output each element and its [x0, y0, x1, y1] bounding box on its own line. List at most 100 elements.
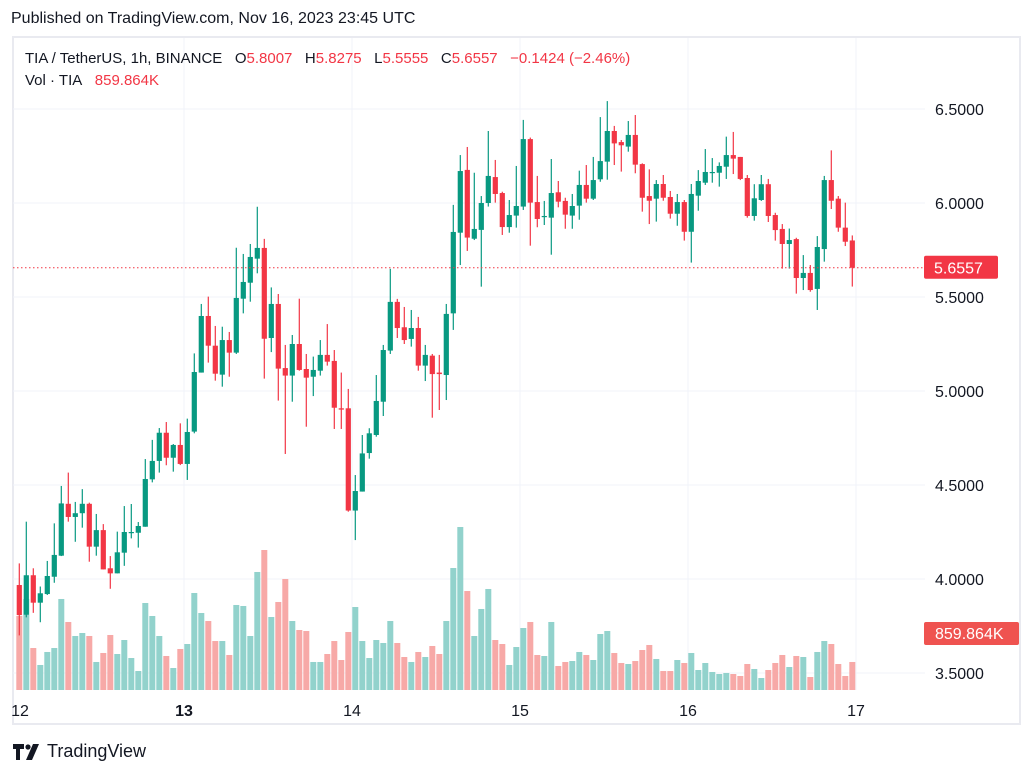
volume-bar — [184, 644, 191, 690]
volume-bar — [121, 640, 128, 690]
last-volume-label: 859.864K — [935, 626, 1004, 643]
candle-body — [177, 444, 183, 464]
candle-body — [471, 228, 477, 239]
price-axis: 6.5000 6.0000 5.5000 5.0000 4.5000 4.0000 3.50… — [935, 102, 984, 683]
volume-bar — [107, 634, 114, 690]
volume-bar — [548, 621, 555, 690]
candle-body — [156, 432, 162, 461]
candle-body — [653, 184, 659, 199]
volume-bar — [646, 644, 653, 690]
candle-body — [212, 345, 218, 374]
volume-bar — [450, 568, 457, 690]
candle-body — [744, 177, 750, 216]
time-tick-label: 14 — [343, 703, 361, 720]
volume-bar — [429, 645, 436, 690]
candle-body — [443, 313, 449, 376]
candle-body — [681, 202, 687, 232]
candle-body — [765, 184, 771, 216]
volume-bar — [317, 661, 324, 690]
candle-body — [464, 169, 470, 238]
volume-bar — [604, 631, 611, 690]
candle-body — [184, 431, 190, 464]
volume-bar — [44, 651, 51, 690]
volume-label[interactable]: Vol · TIA — [25, 72, 83, 89]
candle-body — [114, 552, 120, 574]
volume-bar — [86, 635, 93, 690]
volume-bar — [849, 661, 856, 690]
volume-bar — [289, 621, 296, 690]
volume-bar — [534, 654, 541, 690]
candle-body — [268, 303, 274, 338]
volume-bar — [65, 621, 72, 690]
candle-body — [380, 350, 386, 402]
candle-body — [345, 408, 351, 511]
candle-body — [170, 444, 176, 458]
candle-body — [520, 139, 526, 207]
volume-bar — [828, 644, 835, 690]
volume-bar — [205, 621, 212, 690]
candle-body — [233, 297, 239, 353]
candle-body — [534, 202, 540, 219]
volume-bar — [436, 654, 443, 690]
volume-bar — [191, 592, 198, 690]
candle-body — [191, 372, 197, 432]
volume-bar — [485, 588, 492, 690]
candle-body — [37, 593, 43, 603]
volume-bar — [821, 641, 828, 690]
candle-body — [296, 344, 302, 370]
candle-body — [30, 575, 36, 603]
volume-bar — [219, 641, 226, 690]
volume-bar — [156, 635, 163, 690]
candle-body — [842, 227, 848, 242]
volume-bar — [730, 674, 737, 690]
candle-body — [723, 155, 729, 167]
candle-body — [737, 156, 743, 179]
volume-bar — [457, 527, 464, 690]
volume-bar — [667, 671, 674, 690]
volume-bar — [765, 670, 772, 690]
candle-body — [359, 453, 365, 492]
candle-body — [639, 164, 645, 198]
ohlc-row: TIA / TetherUS, 1h, BINANCE O5.8007 H5.8… — [25, 48, 630, 70]
volume-value: 859.864K — [94, 72, 159, 89]
time-tick-label: 16 — [679, 703, 697, 720]
price-tick-label: 4.0000 — [935, 572, 984, 589]
volume-bar — [226, 654, 233, 690]
published-caption: Published on TradingView.com, Nov 16, 20… — [11, 10, 416, 27]
candle-body — [541, 215, 547, 218]
volume-bar — [380, 642, 387, 690]
symbol-title[interactable]: TIA / TetherUS, 1h, BINANCE — [25, 50, 223, 67]
candle-body — [702, 171, 708, 183]
time-tick-label: 17 — [847, 703, 865, 720]
candle-body — [107, 568, 113, 574]
chart-legend: TIA / TetherUS, 1h, BINANCE O5.8007 H5.8… — [25, 48, 630, 92]
chart-frame — [12, 36, 1021, 725]
volume-bar — [352, 607, 359, 690]
volume-bar — [366, 658, 373, 690]
volume-bar — [170, 668, 177, 690]
volume-bar — [555, 665, 562, 690]
volume-bar — [282, 578, 289, 690]
price-tick-label: 4.5000 — [935, 478, 984, 495]
candle-body — [142, 478, 148, 527]
candle-body — [205, 315, 211, 346]
volume-row: Vol · TIA 859.864K — [25, 70, 630, 92]
volume-bar — [499, 644, 506, 690]
volume-bar — [422, 657, 429, 690]
volume-bar — [611, 652, 618, 690]
volume-bar — [345, 631, 352, 690]
volume-bar — [135, 671, 142, 690]
volume-bar — [394, 642, 401, 690]
high-label: H — [304, 50, 316, 67]
candle-body — [499, 193, 505, 228]
volume-bar — [177, 648, 184, 690]
candle-body — [758, 184, 764, 200]
candle-body — [240, 281, 246, 299]
tradingview-logo[interactable]: TradingView — [13, 741, 146, 762]
low-label: L — [374, 50, 383, 67]
volume-bar — [520, 628, 527, 690]
volume-bar — [492, 640, 499, 690]
volume-bar — [814, 651, 821, 690]
volume-bar — [331, 641, 338, 690]
